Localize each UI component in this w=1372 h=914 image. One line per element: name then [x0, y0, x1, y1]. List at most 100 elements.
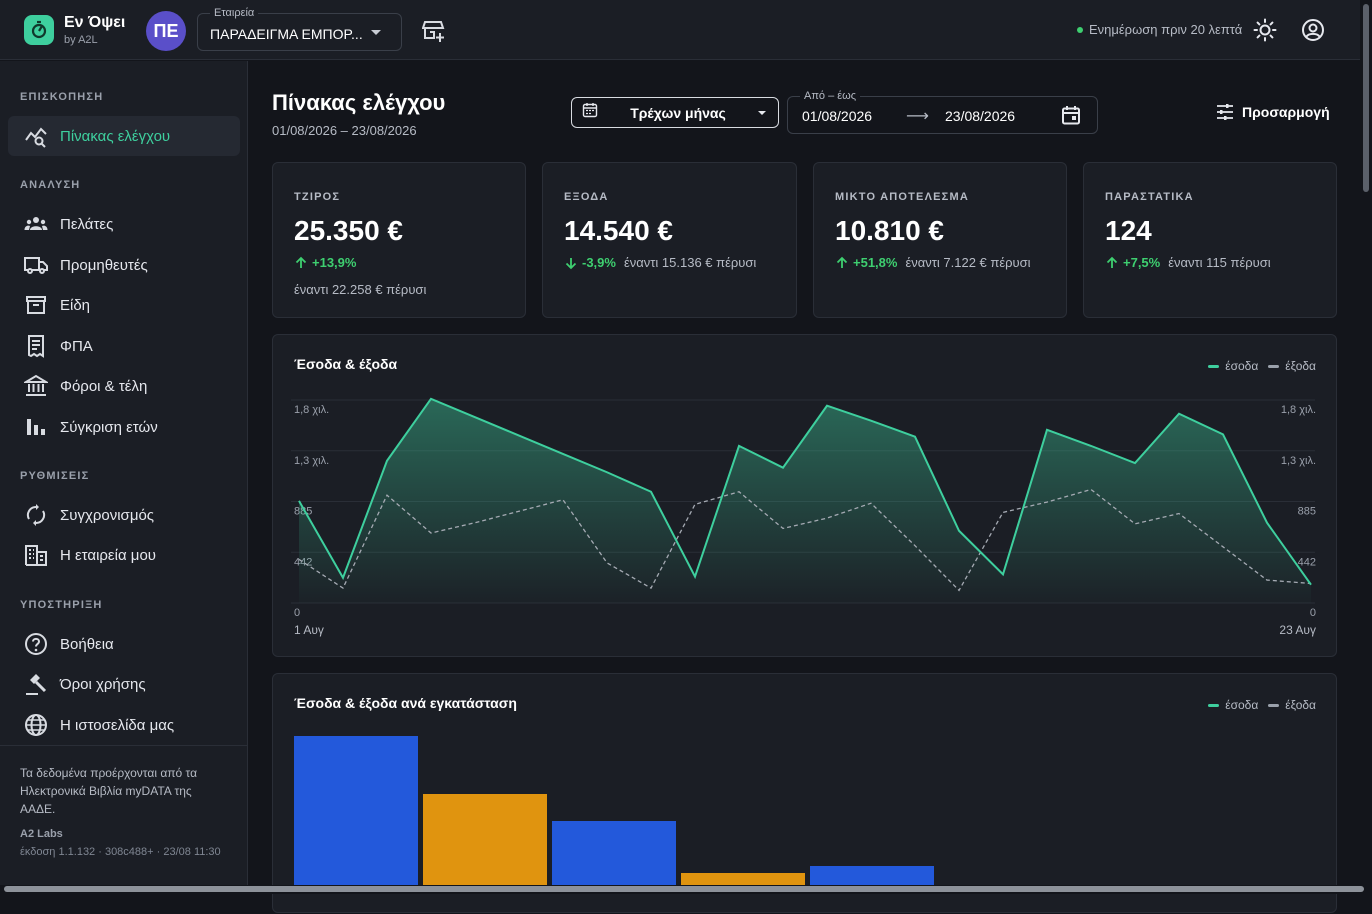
sidebar-item-terms[interactable]: Όροι χρήσης — [8, 664, 240, 704]
add-company-icon[interactable] — [421, 18, 448, 44]
chevron-down-icon — [371, 30, 381, 35]
date-range-picker[interactable]: Από – έως 01/08/2026 ⟶ 23/08/2026 — [787, 90, 1098, 134]
kpi-value: 14.540 € — [564, 215, 673, 246]
kpi-card-expenses[interactable]: ΕΞΟΔΑ 14.540 € -3,9% έναντι 15.136 € πέρ… — [542, 162, 797, 318]
horizontal-scrollbar[interactable] — [0, 885, 1364, 894]
company-avatar[interactable]: ΠΕ — [146, 11, 186, 51]
legend-label: έξοδα — [1285, 359, 1316, 373]
sidebar-item-label: ΦΠΑ — [60, 337, 93, 355]
scrollbar-thumb[interactable] — [1363, 4, 1369, 192]
legend-label: έξοδα — [1285, 698, 1316, 712]
arrow-up-icon — [836, 256, 848, 268]
chevron-down-icon — [758, 110, 766, 115]
kpi-card-revenue[interactable]: ΤΖΙΡΟΣ 25.350 € +13,9% έναντι 22.258 € π… — [272, 162, 526, 318]
sidebar-item-label: Η εταιρεία μου — [60, 546, 156, 564]
legend-swatch — [1268, 703, 1280, 707]
kpi-delta-value: +51,8% — [853, 255, 898, 270]
date-range-label: Από – έως — [800, 90, 861, 102]
kpi-delta: +13,9% — [294, 255, 364, 270]
period-select-value: Τρέχων μήνας — [630, 104, 726, 121]
y-tick-label-right: 442 — [1298, 556, 1316, 568]
chart-legend: έσοδα έξοδα — [1198, 698, 1316, 712]
calendar-icon[interactable] — [1061, 105, 1081, 130]
sidebar-item-label: Προμηθευτές — [60, 256, 148, 274]
bar-income[interactable] — [810, 866, 934, 886]
kpi-card-documents[interactable]: ΠΑΡΑΣΤΑΤΙΚΑ 124 +7,5% έναντι 115 πέρυσι — [1083, 162, 1337, 318]
sync-status-text: Ενημέρωση πριν 20 λεπτά — [1089, 22, 1243, 37]
truck-icon — [24, 253, 48, 277]
legend-swatch — [1208, 364, 1220, 368]
chart-legend: έσοδα έξοδα — [1198, 359, 1316, 373]
legend-item-expense[interactable]: έξοδα — [1268, 698, 1316, 712]
kpi-value: 124 — [1105, 215, 1152, 246]
line-chart: 004424428858851,3 χιλ.1,3 χιλ.1,8 χιλ.1,… — [291, 397, 1316, 637]
legend-item-income[interactable]: έσοδα — [1208, 359, 1258, 373]
vertical-scrollbar[interactable] — [1361, 0, 1372, 894]
calendar-icon — [582, 102, 598, 123]
account-icon[interactable] — [1301, 18, 1325, 42]
legend-item-income[interactable]: έσοδα — [1208, 698, 1258, 712]
sidebar-item-label: Συγχρονισμός — [60, 506, 155, 524]
kpi-delta-value: +13,9% — [312, 255, 357, 270]
kpi-delta: +7,5% έναντι 115 πέρυσι — [1105, 255, 1271, 270]
y-tick-label-right: 0 — [1310, 607, 1316, 619]
main-content: Πίνακας ελέγχου 01/08/2026 – 23/08/2026 … — [248, 61, 1360, 913]
x-tick-label-end: 23 Αυγ — [1279, 623, 1316, 637]
company-select-label: Εταιρεία — [210, 7, 259, 19]
series-line-income — [298, 397, 1312, 586]
legend-item-expense[interactable]: έξοδα — [1268, 359, 1316, 373]
scrollbar-thumb[interactable] — [4, 886, 1364, 892]
sidebar: ΕΠΙΣΚΟΠΗΣΗ Πίνακας ελέγχου ΑΝΑΛΥΣΗ Πελάτ… — [0, 61, 248, 894]
kpi-delta: -3,9% έναντι 15.136 € πέρυσι — [564, 255, 756, 270]
period-select[interactable]: Τρέχων μήνας — [571, 97, 779, 128]
sidebar-item-label: Πίνακας ελέγχου — [60, 127, 171, 145]
sidebar-item-vat[interactable]: ΦΠΑ — [8, 326, 240, 366]
chart-title: Έσοδα & έξοδα ανά εγκατάσταση — [294, 695, 517, 711]
status-dot-icon — [1077, 26, 1083, 33]
dashboard-icon — [24, 124, 48, 148]
kpi-value: 10.810 € — [835, 215, 944, 246]
bank-icon — [24, 374, 48, 398]
sidebar-item-customers[interactable]: Πελάτες — [8, 204, 240, 244]
version-info: έκδοση 1.1.132 · 308c488+ · 23/08 11:30 — [20, 846, 221, 858]
bar-expense[interactable] — [681, 873, 805, 886]
bar-income[interactable] — [294, 736, 418, 886]
legend-swatch — [1208, 703, 1220, 707]
company-select-value: ΠΑΡΑΔΕΙΓΜΑ ΕΜΠΟΡ... — [210, 26, 363, 42]
kpi-delta-value: +7,5% — [1123, 255, 1161, 270]
date-from-input[interactable]: 01/08/2026 — [802, 108, 873, 124]
sun-icon[interactable] — [1253, 18, 1277, 42]
bar-expense[interactable] — [423, 794, 547, 886]
sidebar-item-products[interactable]: Είδη — [8, 285, 240, 325]
kpi-card-gross-result[interactable]: ΜΙΚΤΟ ΑΠΟΤΕΛΕΣΜΑ 10.810 € +51,8% έναντι … — [813, 162, 1067, 318]
bar-income[interactable] — [552, 821, 676, 886]
data-source-note: Τα δεδομένα προέρχονται από τα Ηλεκτρονι… — [20, 766, 198, 816]
kpi-delta: +51,8% έναντι 7.122 € πέρυσι — [835, 255, 1031, 270]
sidebar-item-year-compare[interactable]: Σύγκριση ετών — [8, 407, 240, 447]
sidebar-item-help[interactable]: Βοήθεια — [8, 624, 240, 664]
sidebar-item-website[interactable]: Η ιστοσελίδα μας — [8, 705, 240, 745]
people-icon — [24, 212, 48, 236]
legend-swatch — [1268, 364, 1280, 368]
bar-chart — [294, 736, 934, 886]
y-tick-label-left: 1,3 χιλ. — [294, 455, 329, 467]
sidebar-item-company[interactable]: Η εταιρεία μου — [8, 535, 240, 575]
sidebar-footer: Τα δεδομένα προέρχονται από τα Ηλεκτρονι… — [0, 745, 247, 860]
y-tick-label-right: 1,3 χιλ. — [1281, 455, 1316, 467]
y-tick-label-left: 1,8 χιλ. — [294, 404, 329, 416]
date-to-input[interactable]: 23/08/2026 — [945, 108, 1016, 124]
sidebar-item-sync[interactable]: Συγχρονισμός — [8, 495, 240, 535]
sidebar-item-dashboard[interactable]: Πίνακας ελέγχου — [8, 116, 240, 156]
customize-button[interactable]: Προσαρμογή — [1216, 103, 1330, 121]
sidebar-item-label: Όροι χρήσης — [60, 675, 146, 693]
kpi-delta-value: -3,9% — [582, 255, 616, 270]
arrow-up-icon — [295, 256, 307, 268]
company-select[interactable]: Εταιρεία ΠΑΡΑΔΕΙΓΜΑ ΕΜΠΟΡ... — [197, 7, 402, 51]
sidebar-item-label: Πελάτες — [60, 215, 114, 233]
sliders-icon — [1217, 104, 1233, 120]
arrow-up-icon — [1106, 256, 1118, 268]
kpi-compare: έναντι 15.136 € πέρυσι — [623, 255, 757, 270]
sidebar-item-taxes[interactable]: Φόροι & τέλη — [8, 366, 240, 406]
sidebar-item-suppliers[interactable]: Προμηθευτές — [8, 245, 240, 285]
app-logo-icon[interactable] — [24, 15, 54, 45]
